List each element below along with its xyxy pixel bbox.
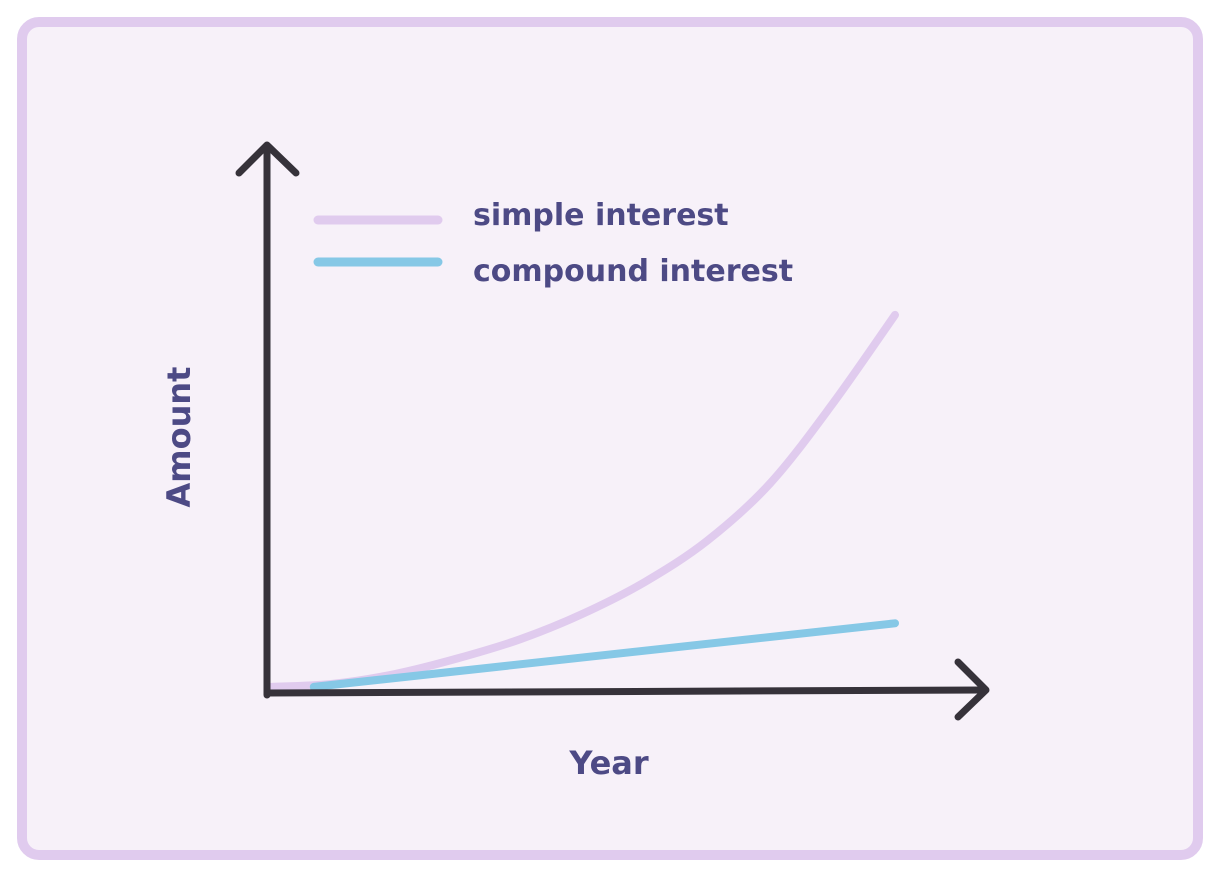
chart-card: [17, 17, 1203, 860]
x-axis-arrowhead: [954, 658, 990, 721]
y-axis-label: Amount: [160, 367, 198, 508]
legend: simple interest compound interest: [313, 198, 793, 289]
x-axis: [263, 686, 989, 697]
y-axis-arrowhead: [235, 141, 300, 177]
legend-label-simple-interest: simple interest: [473, 198, 729, 233]
series-layer: [266, 310, 899, 691]
x-axis-label: Year: [568, 744, 649, 782]
series-line-compound-interest: [309, 619, 899, 691]
legend-label-compound-interest: compound interest: [473, 254, 793, 289]
